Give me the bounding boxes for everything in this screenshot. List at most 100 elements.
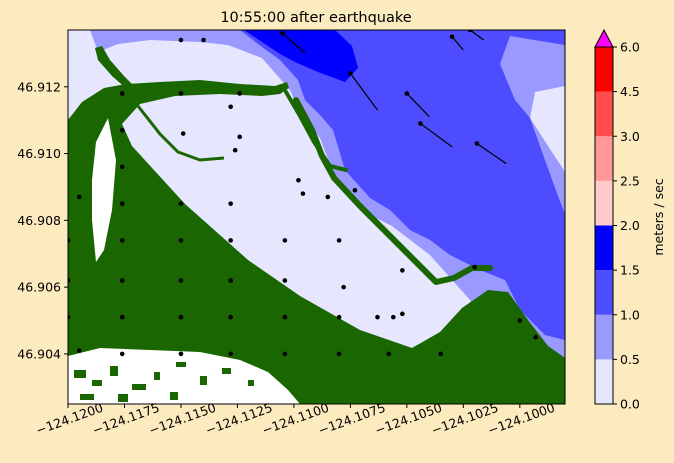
velocity-point — [418, 121, 423, 126]
velocity-point — [180, 131, 186, 136]
velocity-point — [178, 238, 184, 243]
velocity-vector — [282, 32, 306, 54]
velocity-point — [391, 314, 396, 320]
velocity-point — [400, 268, 405, 273]
colorbar-tick-label: 6.0 — [620, 40, 640, 55]
colorbar-band — [595, 180, 613, 226]
velocity-vector — [469, 30, 485, 41]
velocity-point — [449, 34, 455, 39]
velocity-point — [119, 201, 125, 206]
velocity-point — [336, 314, 342, 320]
velocity-point — [300, 191, 306, 196]
velocity-point — [404, 91, 410, 96]
colorbar-band — [595, 314, 613, 360]
velocity-point — [119, 314, 125, 320]
land-ridge-2 — [136, 105, 225, 162]
velocity-point — [119, 351, 125, 357]
velocity-point — [76, 348, 82, 353]
velocity-point — [76, 194, 82, 200]
speed-band-1.0-1.5 — [240, 30, 565, 340]
velocity-point — [336, 351, 342, 357]
velocity-point — [119, 127, 125, 133]
y-tick-label: 46.910 — [17, 146, 61, 161]
velocity-point — [472, 264, 477, 270]
velocity-vector — [349, 73, 378, 111]
velocity-point — [228, 104, 233, 110]
colorbar-extend-arrow — [594, 28, 614, 48]
velocity-point — [178, 314, 184, 320]
velocity-point — [178, 201, 184, 206]
velocity-point — [178, 37, 184, 43]
velocity-vector — [476, 143, 507, 165]
y-tick-label: 46.906 — [17, 280, 61, 295]
velocity-point — [119, 91, 125, 96]
y-tick-label: 46.904 — [17, 346, 61, 361]
velocity-point — [68, 314, 71, 320]
colorbar-band — [595, 270, 613, 315]
velocity-point — [282, 351, 288, 357]
land-area — [68, 80, 565, 404]
colorbar-band — [595, 225, 613, 271]
colorbar-band — [595, 359, 613, 404]
velocity-point — [352, 187, 358, 193]
y-tick-label: 46.908 — [17, 213, 61, 228]
colorbar-tick-label: 4.5 — [620, 84, 640, 99]
velocity-point — [228, 278, 233, 283]
colorbar-band — [595, 91, 613, 137]
velocity-point — [467, 30, 473, 33]
velocity-point — [178, 278, 184, 283]
velocity-point — [517, 318, 523, 323]
velocity-point — [228, 238, 233, 243]
velocity-point — [119, 238, 125, 243]
velocity-point — [325, 194, 331, 200]
land-ridge — [284, 90, 348, 172]
velocity-point — [237, 134, 242, 140]
colorbar-tick-label: 1.5 — [620, 263, 640, 278]
velocity-point — [119, 164, 125, 170]
colorbar-tick-label: 1.0 — [620, 307, 640, 322]
speed-band-1.5-2.0 — [244, 30, 358, 82]
velocity-vectors — [282, 30, 507, 165]
colorbar-tick-label: 0.5 — [620, 352, 640, 367]
colorbar-tick-label: 3.0 — [620, 129, 640, 144]
velocity-point — [119, 278, 125, 283]
tidal-flat-south — [68, 348, 300, 404]
plot-area — [68, 30, 565, 404]
velocity-point — [228, 314, 233, 320]
velocity-point — [201, 37, 206, 43]
velocity-points — [68, 30, 538, 357]
colorbar-label: meters / sec — [651, 178, 666, 255]
velocity-point — [282, 238, 288, 243]
velocity-point — [400, 311, 405, 317]
velocity-point — [348, 71, 353, 76]
velocity-point — [232, 147, 238, 153]
velocity-point — [228, 351, 233, 357]
y-tick-label: 46.912 — [17, 79, 61, 94]
tidal-flat-west — [92, 118, 116, 262]
y-axis: 46.904 46.906 46.908 46.910 46.912 — [17, 79, 68, 361]
velocity-point — [375, 314, 380, 320]
velocity-point — [282, 278, 288, 283]
land-speckle-south — [74, 362, 254, 402]
x-axis: −124.1200−124.1175−124.1150−124.1125−124… — [34, 400, 557, 438]
colorbar-tick-label: 0.0 — [620, 397, 640, 412]
land-spit — [95, 46, 134, 90]
velocity-point — [68, 278, 71, 283]
velocity-point — [68, 238, 71, 243]
velocity-point — [178, 351, 184, 357]
chart-title: 10:55:00 after earthquake — [220, 10, 411, 26]
velocity-point — [474, 141, 480, 146]
velocity-point — [533, 334, 538, 340]
velocity-point — [178, 91, 184, 96]
velocity-point — [282, 314, 288, 320]
plot-frame — [67, 29, 566, 405]
velocity-vector — [420, 123, 453, 148]
colorbar: 0.0 0.5 1.0 1.5 2.0 2.5 3.0 4.5 6.0 — [594, 28, 640, 412]
velocity-point — [296, 177, 301, 183]
colorbar-band — [595, 47, 613, 92]
velocity-point — [438, 351, 444, 357]
velocity-point — [386, 351, 392, 357]
velocity-vector — [451, 36, 464, 51]
colorbar-band — [595, 136, 613, 181]
